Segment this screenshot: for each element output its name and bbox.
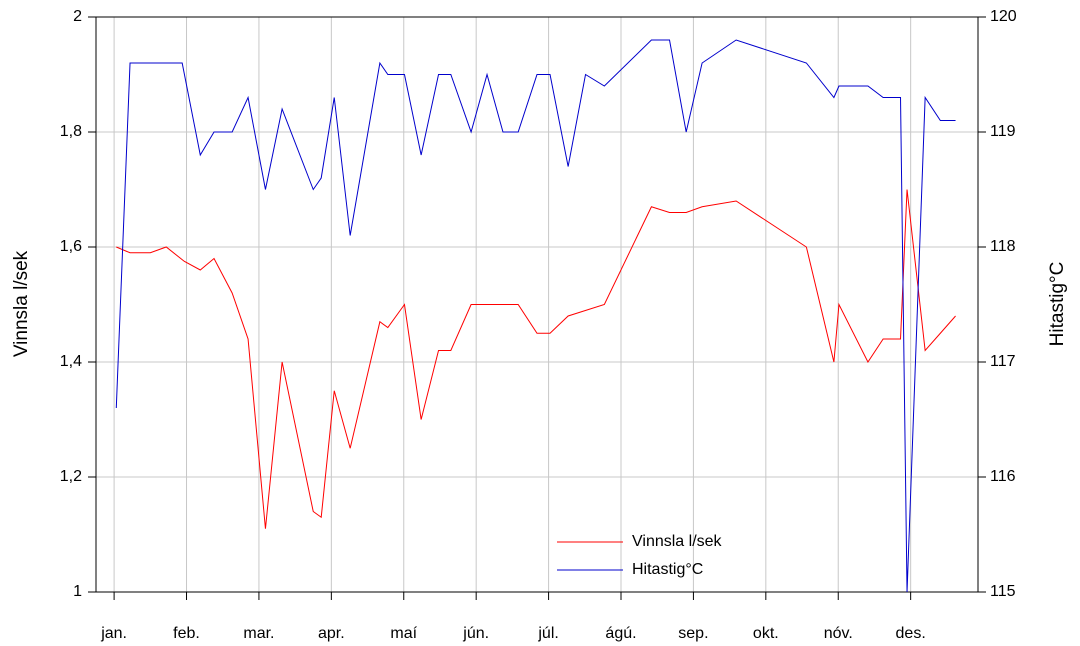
y-tick-label: 1 xyxy=(73,583,82,600)
x-tick-label: sep. xyxy=(678,625,708,642)
x-tick-label: apr. xyxy=(318,625,345,642)
x-tick-label: nóv. xyxy=(824,625,853,642)
x-tick-label: júl. xyxy=(537,625,558,642)
y-tick-label: 1,6 xyxy=(60,238,82,255)
y2-tick-label: 120 xyxy=(990,8,1017,25)
plot-frame xyxy=(95,16,979,593)
x-tick-label: jan. xyxy=(100,625,127,642)
y2-tick-label: 117 xyxy=(990,353,1016,370)
x-tick-label: jún. xyxy=(462,625,489,642)
x-tick-label: feb. xyxy=(173,625,200,642)
x-tick-label: mar. xyxy=(243,625,274,642)
y2-tick-label: 119 xyxy=(990,123,1016,140)
y-tick-label: 2 xyxy=(73,8,82,25)
y2-tick-label: 115 xyxy=(990,583,1016,600)
y2-axis-label: Hitastig°C xyxy=(1047,262,1068,347)
y-tick-label: 1,2 xyxy=(60,468,82,485)
x-tick-label: ágú. xyxy=(605,625,636,642)
y-tick-label: 1,8 xyxy=(60,123,82,140)
x-tick-label: des. xyxy=(896,625,926,642)
legend-label: Hitastig°C xyxy=(632,561,703,578)
y-tick-label: 1,4 xyxy=(60,353,82,370)
data-line xyxy=(116,189,956,529)
legend-label: Vinnsla l/sek xyxy=(632,533,723,550)
data-line xyxy=(115,39,956,593)
y-axis-label: Vinnsla l/sek xyxy=(11,250,32,357)
y2-tick-label: 118 xyxy=(990,238,1016,255)
x-tick-label: okt. xyxy=(753,625,779,642)
y2-tick-label: 116 xyxy=(990,468,1016,485)
x-tick-label: maí xyxy=(390,625,417,642)
